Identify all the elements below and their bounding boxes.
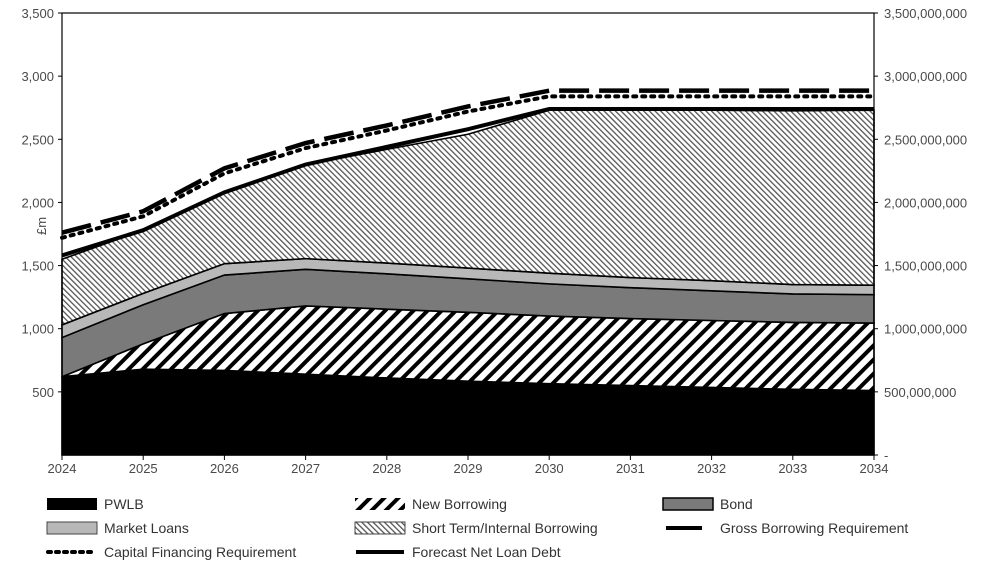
line-fnld: [61, 106, 874, 258]
borrowing-chart: 2024 2025 2026 2027 2028 2029 2030 2031 2032 2033…: [21, 6, 967, 476]
legend-item-short-term: Short Term/Internal Borrowing: [354, 520, 598, 536]
x-tick-label: 2028: [372, 461, 401, 476]
y-left-tick-label: 3,500: [21, 6, 54, 21]
legend-item-bond: Bond: [662, 496, 753, 512]
legend-swatch-new-borrowing: [355, 498, 405, 510]
legend-label-new-borrowing: New Borrowing: [412, 496, 507, 512]
legend-label-market-loans: Market Loans: [104, 520, 189, 536]
x-tick-label: 2033: [778, 461, 807, 476]
x-tick-label: 2025: [129, 461, 158, 476]
x-tick-label: 2029: [454, 461, 483, 476]
plot-area: [60, 88, 876, 456]
legend: PWLB New Borrowing Bond Market Loans Sho…: [0, 488, 998, 568]
y-right-tick-label: 1,500,000,000: [884, 259, 967, 274]
y-right-tick-label: 2,500,000,000: [884, 132, 967, 147]
y-axis-label: £m: [34, 217, 49, 235]
legend-swatch-cfr: [46, 550, 98, 554]
x-tick-label: 2030: [535, 461, 564, 476]
y-right-tick-label: -: [884, 448, 888, 463]
legend-item-cfr: Capital Financing Requirement: [46, 544, 296, 560]
legend-swatch-short-term: [354, 521, 406, 535]
legend-item-pwlb: PWLB: [46, 496, 144, 512]
legend-swatch-market-loans: [46, 521, 98, 535]
y-right-tick-label: 3,500,000,000: [884, 6, 967, 21]
legend-item-fnld: Forecast Net Loan Debt: [354, 544, 561, 560]
legend-label-fnld: Forecast Net Loan Debt: [412, 544, 561, 560]
y-left-tick-label: 500: [32, 385, 54, 400]
legend-swatch-gbr: [666, 526, 702, 530]
line-cfr: [60, 94, 876, 240]
x-tick-label: 2031: [616, 461, 645, 476]
x-tick-label: 2026: [210, 461, 239, 476]
legend-label-pwlb: PWLB: [104, 496, 144, 512]
x-tick-label: 2034: [860, 461, 889, 476]
y-left-tick-label: 2,000: [21, 195, 54, 210]
legend-label-short-term: Short Term/Internal Borrowing: [412, 520, 598, 536]
y-left-tick-label: 1,000: [21, 322, 54, 337]
y-left-tick-label: 3,000: [21, 69, 54, 84]
legend-swatch-fnld: [356, 550, 404, 554]
legend-label-bond: Bond: [720, 496, 753, 512]
legend-swatch-bond: [662, 497, 714, 511]
line-gbr: [61, 88, 874, 235]
legend-item-gbr: Gross Borrowing Requirement: [662, 520, 908, 536]
y-right-tick-label: 1,000,000,000: [884, 322, 967, 337]
legend-swatch-pwlb: [47, 498, 97, 510]
legend-label-gbr: Gross Borrowing Requirement: [720, 520, 909, 536]
legend-item-market-loans: Market Loans: [46, 520, 189, 536]
x-tick-label: 2032: [697, 461, 726, 476]
y-right-tick-label: 500,000,000: [884, 385, 956, 400]
y-left-tick-label: 1,500: [21, 259, 54, 274]
y-right-tick-label: 2,000,000,000: [884, 195, 967, 210]
x-tick-label: 2027: [291, 461, 320, 476]
legend-item-new-borrowing: New Borrowing: [354, 496, 507, 512]
y-left-tick-label: 2,500: [21, 132, 54, 147]
legend-label-cfr: Capital Financing Requirement: [104, 544, 297, 560]
x-tick-label: 2024: [48, 461, 77, 476]
y-right-tick-label: 3,000,000,000: [884, 69, 967, 84]
axes: 2024 2025 2026 2027 2028 2029 2030 2031 2032 2033…: [21, 6, 967, 476]
